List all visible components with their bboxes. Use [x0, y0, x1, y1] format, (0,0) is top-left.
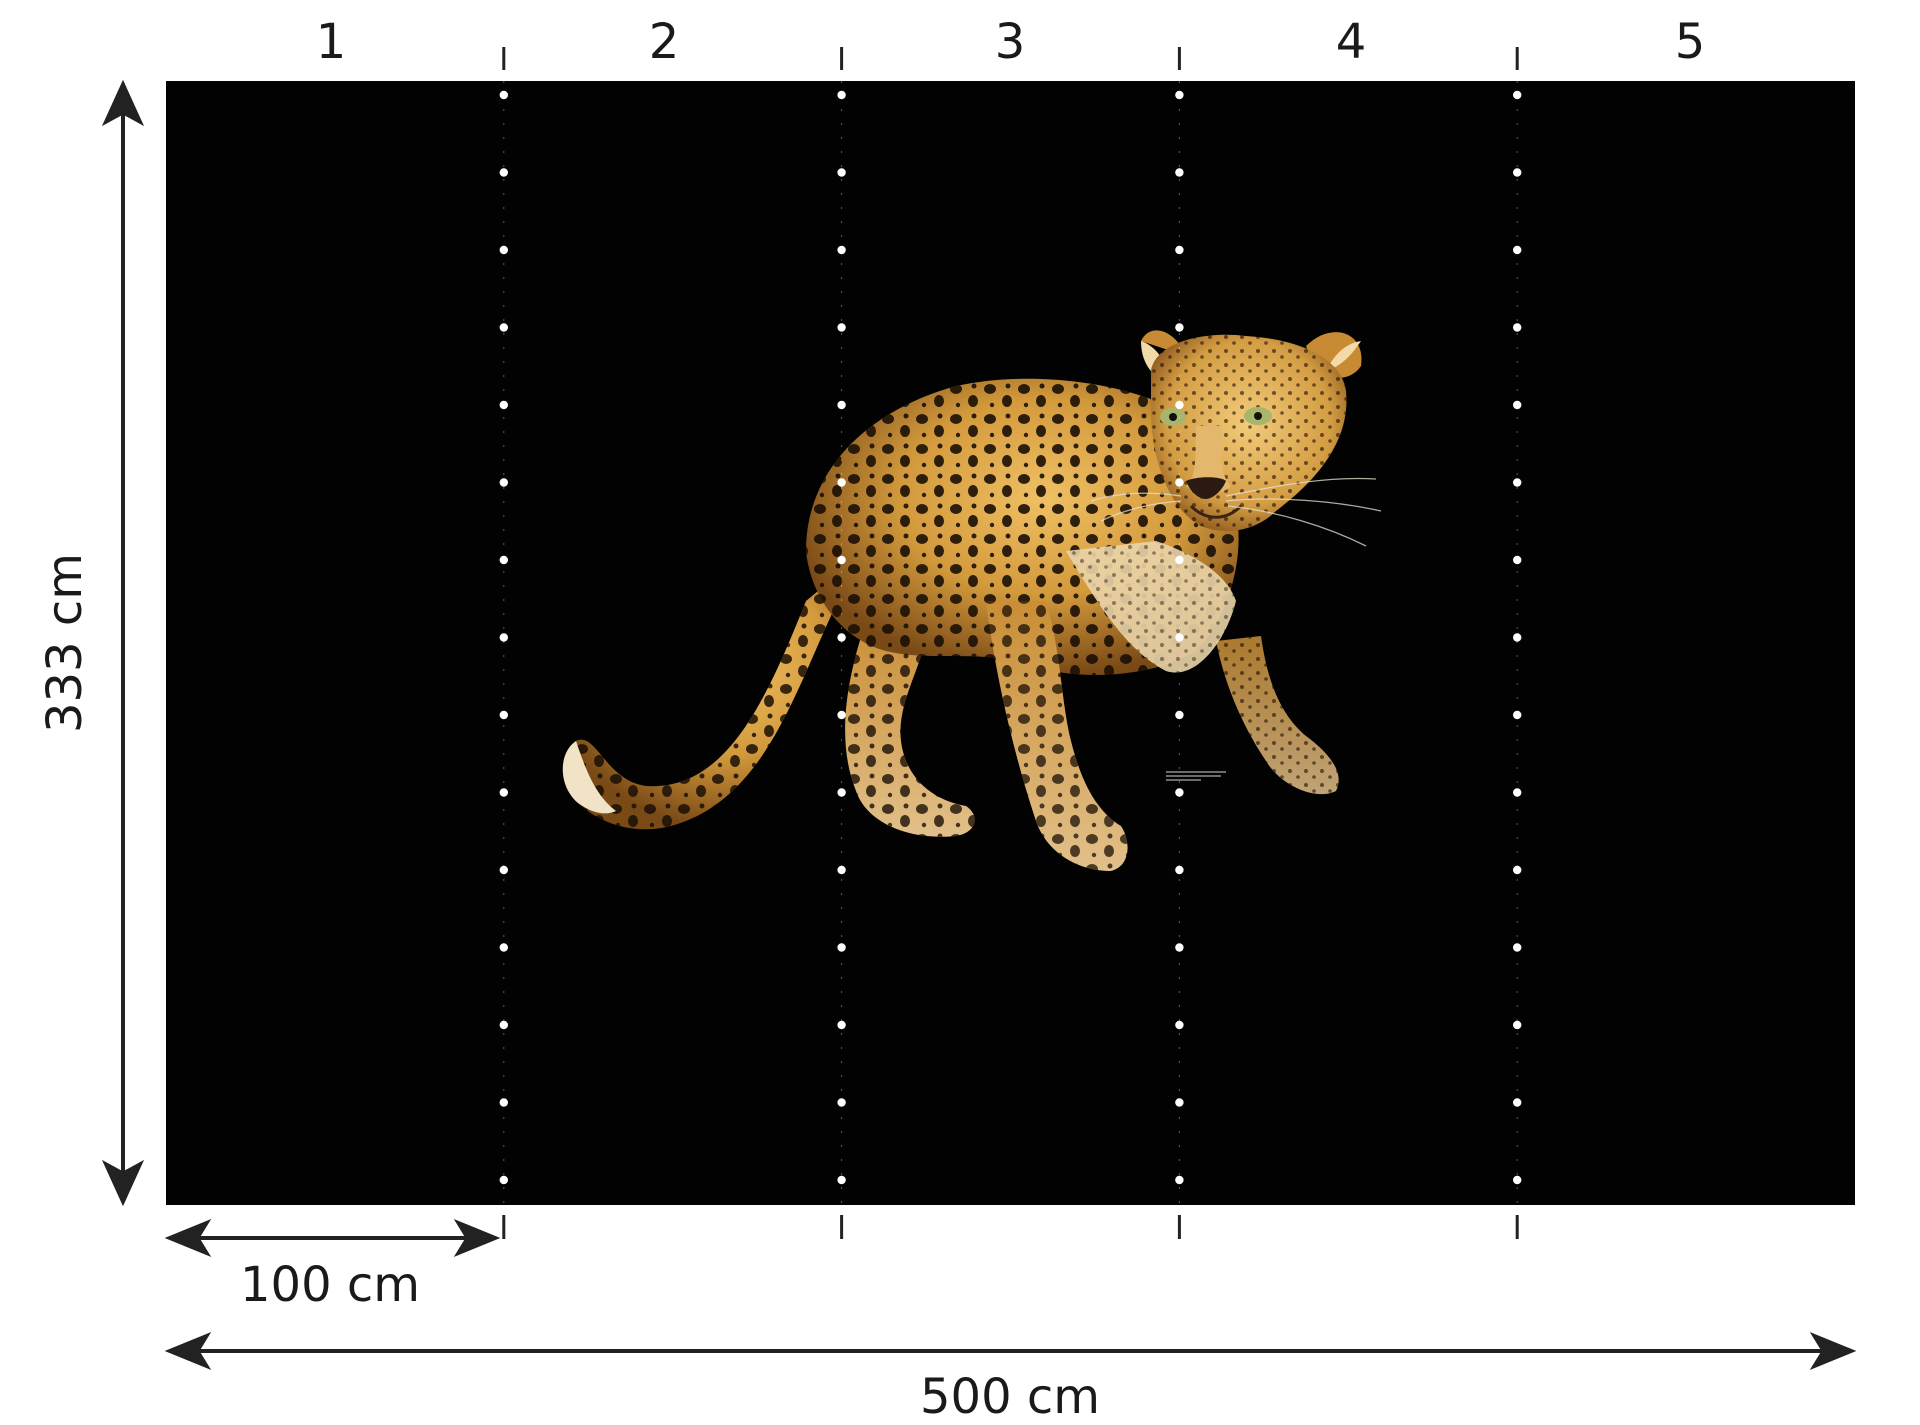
seam-dot [1175, 1020, 1184, 1030]
seam-dot [837, 1020, 846, 1030]
seam-dot [1513, 245, 1522, 255]
seam-dot [499, 943, 508, 952]
seam-dot [1513, 1175, 1522, 1185]
seam-dot [1513, 1020, 1522, 1030]
seam-dot [499, 1175, 508, 1185]
seam-dot [1513, 168, 1522, 177]
seam-dot [1175, 865, 1184, 875]
seam-dot [499, 168, 508, 177]
seam-dot [499, 865, 508, 875]
panel-number-2: 2 [648, 14, 680, 70]
panel-number-3: 3 [994, 14, 1026, 70]
panel-number-5: 5 [1674, 14, 1706, 70]
seam-dot [1513, 633, 1522, 642]
seam-dot [499, 478, 508, 487]
seam-dot [1175, 555, 1184, 565]
leopard-whiskers [1090, 477, 1382, 547]
panel-number-1: 1 [315, 14, 347, 70]
seam-dot [837, 710, 846, 720]
seam-dot [1175, 245, 1184, 255]
seam-dot [1513, 478, 1522, 487]
seam-dot [499, 1020, 508, 1030]
seam-dot [499, 1098, 508, 1107]
seam-dot [1175, 323, 1184, 332]
seam-dot [837, 323, 846, 332]
seam-dot [1513, 555, 1522, 565]
seam-dot [1513, 943, 1522, 952]
seam-dot [837, 633, 846, 642]
seam-dot [499, 245, 508, 255]
seam-dot [837, 943, 846, 952]
panel-tick-marks [502, 47, 1519, 1239]
height-arrow [101, 79, 145, 1207]
seam-dot [837, 555, 846, 565]
seam-dot [1513, 710, 1522, 720]
seam-dot [1175, 1098, 1184, 1107]
leopard-nose [1186, 477, 1226, 499]
seam-dot [499, 555, 508, 565]
seam-dot [1175, 90, 1184, 100]
seam-dot [499, 788, 508, 797]
seam-dot [1175, 633, 1184, 642]
panel-width-label: 100 cm [239, 1257, 421, 1313]
seam-dot [837, 400, 846, 410]
seam-dot [837, 1175, 846, 1185]
panel-number-4: 4 [1335, 14, 1367, 70]
seam-dot [499, 323, 508, 332]
seam-dot [1175, 788, 1184, 797]
seam-dot [837, 90, 846, 100]
seam-dot [1513, 865, 1522, 875]
seam-dot [1175, 400, 1184, 410]
seam-dot [499, 710, 508, 720]
seam-dot [499, 633, 508, 642]
panel-seams [499, 81, 1522, 1205]
seam-dot [837, 865, 846, 875]
seam-dot [1513, 1098, 1522, 1107]
seam-dot [499, 400, 508, 410]
leopard-illustration [562, 330, 1382, 871]
seam-dot [1175, 943, 1184, 952]
copyright-mark [1166, 771, 1226, 781]
seam-dot [837, 478, 846, 487]
panel-width-arrow [164, 1218, 501, 1258]
seam-dot [837, 168, 846, 177]
seam-dot [1175, 168, 1184, 177]
seam-dot [1513, 90, 1522, 100]
total-width-arrow [164, 1331, 1857, 1371]
seam-dot [837, 245, 846, 255]
leopard-head [1090, 330, 1382, 547]
seam-dot [837, 788, 846, 797]
seam-dot [1513, 788, 1522, 797]
seam-dot [837, 1098, 846, 1107]
seam-dot [499, 90, 508, 100]
height-label: 333 cm [37, 552, 93, 734]
seam-dot [1513, 323, 1522, 332]
seam-dot [1175, 478, 1184, 487]
mural-image [166, 81, 1855, 1205]
seam-dot [1513, 400, 1522, 410]
total-width-label: 500 cm [919, 1369, 1101, 1425]
seam-dot [1175, 1175, 1184, 1185]
seam-dot [1175, 710, 1184, 720]
